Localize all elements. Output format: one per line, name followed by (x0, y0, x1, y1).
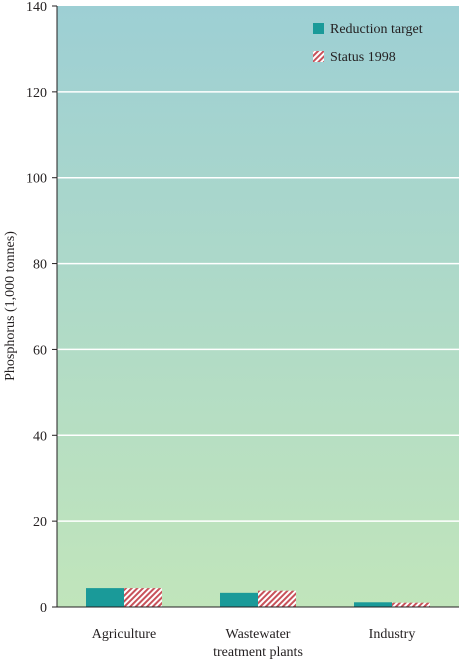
legend-label: Reduction target (330, 22, 423, 37)
bar-reduction-target (220, 592, 258, 607)
y-tick-label: 0 (40, 601, 47, 616)
y-tick-label: 40 (33, 429, 47, 444)
category-label: Industry (369, 627, 416, 642)
y-tick-label: 140 (26, 0, 47, 15)
legend: Reduction target Status 1998 (313, 22, 423, 65)
category-labels: Agriculture Wastewater treatment plants Ind… (92, 627, 416, 660)
y-axis-label: Phosphorus (1,000 tonnes) (3, 231, 18, 381)
gridlines (57, 91, 459, 522)
legend-swatch (313, 23, 324, 34)
y-tick-label: 60 (33, 343, 47, 358)
bar-reduction-target (86, 588, 124, 607)
category-label: Agriculture (92, 627, 157, 642)
bars (86, 588, 430, 607)
category-label: Wastewater treatment plants (213, 627, 303, 660)
legend-label: Status 1998 (330, 50, 396, 65)
bar-status-1998 (124, 588, 162, 607)
plot-area (57, 6, 459, 607)
y-tick-label: 120 (26, 86, 47, 101)
y-tick-label: 100 (26, 172, 47, 187)
legend-swatch (313, 51, 324, 62)
bar-status-1998 (392, 602, 430, 607)
bar-status-1998 (258, 590, 296, 607)
bar-reduction-target (354, 602, 392, 607)
y-tick-label: 20 (33, 515, 47, 530)
y-tick-label: 80 (33, 258, 47, 273)
y-tick-labels: 0 20 40 60 80 100 120 140 (26, 0, 57, 616)
